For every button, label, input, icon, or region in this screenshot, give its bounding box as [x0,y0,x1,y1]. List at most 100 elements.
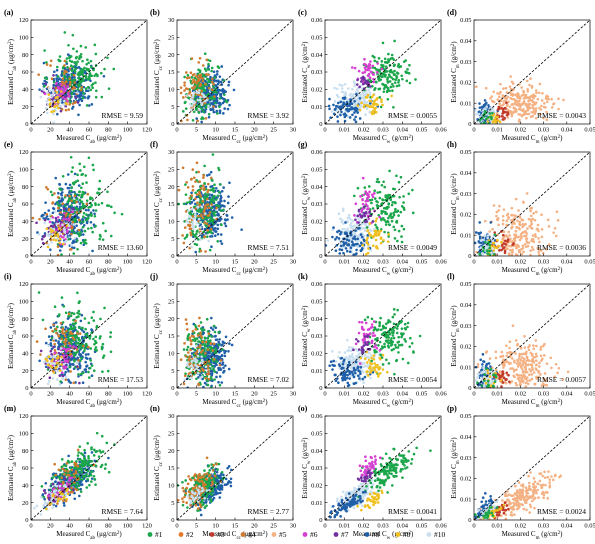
data-point [382,180,385,184]
data-point [366,104,370,108]
data-point [59,109,63,113]
data-point [517,209,520,212]
data-point [60,335,64,338]
data-point [474,85,478,89]
data-point [383,57,387,61]
data-point [210,69,213,73]
data-point [92,209,95,212]
data-point [500,240,503,244]
data-point [386,89,390,92]
data-point [338,252,342,255]
data-point [557,107,560,111]
data-point [93,74,96,78]
data-point [337,229,341,233]
data-point [522,89,525,93]
y-tick-label: 25 [168,35,175,42]
data-point [387,223,391,226]
data-point [484,240,487,244]
data-point [73,68,77,71]
data-point [74,56,78,60]
data-point [192,217,195,221]
data-point [87,206,90,209]
data-point [359,104,363,107]
data-point [188,92,191,95]
data-point [373,197,377,200]
data-point [224,224,228,228]
data-point [200,103,203,106]
data-point [199,95,202,99]
data-point [87,208,90,212]
data-point [204,192,207,196]
data-point [202,85,205,89]
data-point [381,103,384,107]
data-point [89,79,92,83]
data-point [62,209,66,213]
data-point [88,376,91,379]
data-point [190,108,193,111]
data-point [478,252,482,256]
data-point [64,204,67,207]
data-point [197,219,200,223]
data-point [397,84,401,87]
data-point [539,112,542,116]
data-point [76,311,79,315]
data-point [377,76,381,80]
data-point [199,214,203,218]
data-point [518,250,522,254]
data-point [395,174,398,178]
data-point [198,74,202,78]
data-point [508,85,512,88]
data-point [67,355,71,359]
data-point [182,110,185,113]
data-point [197,111,201,114]
data-point [113,211,116,215]
data-point [62,90,65,94]
data-point [72,329,76,333]
data-point [216,70,219,73]
data-point [91,230,94,234]
data-point [85,199,89,202]
data-point [358,226,361,230]
data-point [45,241,48,245]
data-point [531,103,534,107]
data-point [343,227,346,231]
data-point [343,82,347,86]
data-point [520,86,524,89]
data-point [100,345,104,349]
data-point [189,71,193,74]
data-point [190,177,193,181]
data-point [408,63,411,67]
data-point [507,253,511,256]
data-point [541,91,544,95]
data-point [52,323,55,327]
data-point [351,95,355,99]
data-point [347,216,351,219]
data-point [503,249,507,253]
data-point [365,91,368,95]
data-point [84,238,87,242]
data-point [186,186,190,189]
data-point [204,99,207,103]
data-point [358,108,362,112]
data-point [94,95,98,99]
data-point [209,107,212,111]
y-tick-label: 0.06 [311,17,323,24]
data-point [206,68,210,71]
data-point [493,119,496,122]
panel-letter: (f) [150,140,158,149]
data-point [532,93,535,97]
data-point [53,305,57,309]
data-point [483,121,486,124]
data-point [195,193,199,196]
data-point [515,103,518,107]
data-point [56,209,60,213]
data-point [402,208,406,211]
data-point [78,326,81,330]
data-point [518,222,521,226]
data-point [351,219,355,223]
data-point [58,374,62,377]
data-point [327,104,331,108]
data-point [68,56,71,60]
data-point [361,202,365,206]
data-point [397,81,400,84]
